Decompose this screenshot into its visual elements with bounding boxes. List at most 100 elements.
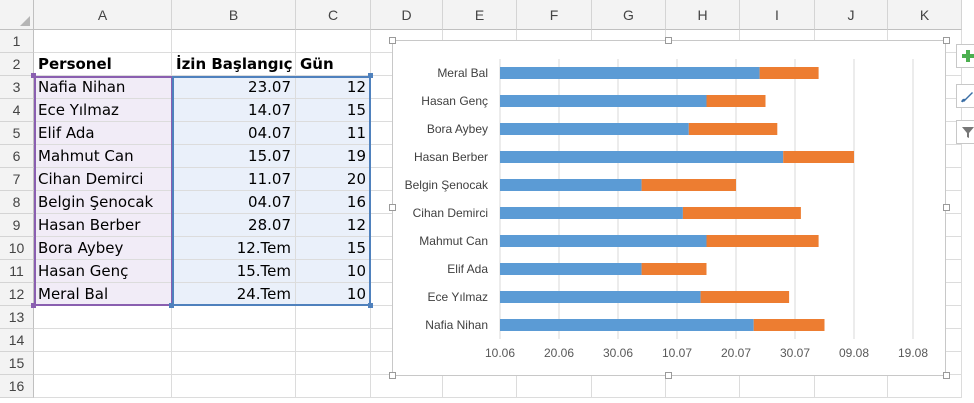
chart-resize-handle[interactable] (389, 372, 396, 379)
sheet-cell[interactable] (740, 375, 815, 398)
column-header-f[interactable]: F (517, 0, 592, 30)
table-cell-start[interactable]: 04.07 (172, 122, 296, 145)
header-cell-personel[interactable]: Personel (34, 53, 172, 76)
sheet-cell[interactable] (172, 352, 296, 375)
bar-start[interactable] (500, 123, 689, 135)
table-cell-start[interactable]: 28.07 (172, 214, 296, 237)
bar-start[interactable] (500, 319, 754, 331)
row-header-5[interactable]: 5 (0, 122, 34, 145)
table-cell-name[interactable]: Hasan Genç (34, 260, 172, 283)
table-cell-days[interactable]: 20 (296, 168, 371, 191)
sheet-cell[interactable] (296, 352, 371, 375)
table-cell-days[interactable]: 12 (296, 214, 371, 237)
sheet-cell[interactable] (34, 375, 172, 398)
row-header-8[interactable]: 8 (0, 191, 34, 214)
sheet-cell[interactable] (296, 375, 371, 398)
gantt-chart[interactable]: 10.06 20.06 30.06 10.07 20.07 30.07 09.08 19.08… (392, 40, 946, 376)
row-header-14[interactable]: 14 (0, 329, 34, 352)
row-header-6[interactable]: 6 (0, 145, 34, 168)
chart-resize-handle[interactable] (665, 37, 672, 44)
row-header-13[interactable]: 13 (0, 306, 34, 329)
sheet-cell[interactable] (172, 306, 296, 329)
sheet-cell[interactable] (443, 375, 517, 398)
sheet-cell[interactable] (34, 306, 172, 329)
range-handle[interactable] (368, 73, 373, 78)
table-cell-name[interactable]: Bora Aybey (34, 237, 172, 260)
column-header-e[interactable]: E (443, 0, 517, 30)
table-cell-start[interactable]: 15.Tem (172, 260, 296, 283)
column-header-d[interactable]: D (371, 0, 443, 30)
range-handle[interactable] (31, 73, 36, 78)
chart-filters-button[interactable] (956, 120, 974, 144)
table-cell-days[interactable]: 16 (296, 191, 371, 214)
range-handle[interactable] (31, 303, 36, 308)
sheet-cell[interactable] (34, 329, 172, 352)
table-cell-days[interactable]: 11 (296, 122, 371, 145)
chart-resize-handle[interactable] (943, 372, 950, 379)
table-cell-days[interactable]: 10 (296, 283, 371, 306)
sheet-cell[interactable] (666, 375, 740, 398)
table-cell-name[interactable]: Nafia Nihan (34, 76, 172, 99)
table-cell-start[interactable]: 14.07 (172, 99, 296, 122)
column-header-i[interactable]: I (740, 0, 815, 30)
table-cell-start[interactable]: 12.Tem (172, 237, 296, 260)
column-header-h[interactable]: H (666, 0, 740, 30)
sheet-cell[interactable] (517, 375, 592, 398)
row-header-9[interactable]: 9 (0, 214, 34, 237)
column-header-b[interactable]: B (172, 0, 296, 30)
header-cell-gun[interactable]: Gün (296, 53, 371, 76)
chart-styles-button[interactable] (956, 84, 974, 108)
bar-days[interactable] (759, 67, 819, 79)
sheet-cell[interactable] (815, 375, 888, 398)
sheet-cell[interactable] (34, 30, 172, 53)
sheet-cell[interactable] (172, 375, 296, 398)
sheet-cell[interactable] (296, 306, 371, 329)
chart-resize-handle[interactable] (665, 372, 672, 379)
sheet-cell[interactable] (296, 30, 371, 53)
select-all-corner[interactable] (0, 0, 34, 30)
table-cell-days[interactable]: 12 (296, 76, 371, 99)
row-header-16[interactable]: 16 (0, 375, 34, 398)
bar-days[interactable] (682, 207, 801, 219)
table-cell-name[interactable]: Mahmut Can (34, 145, 172, 168)
bar-days[interactable] (706, 95, 766, 107)
column-header-j[interactable]: J (815, 0, 888, 30)
sheet-cell[interactable] (172, 30, 296, 53)
column-header-g[interactable]: G (592, 0, 666, 30)
chart-elements-button[interactable] (956, 44, 974, 68)
table-cell-days[interactable]: 19 (296, 145, 371, 168)
bar-days[interactable] (641, 263, 707, 275)
sheet-cell[interactable] (296, 329, 371, 352)
bar-start[interactable] (500, 235, 707, 247)
table-cell-start[interactable]: 04.07 (172, 191, 296, 214)
range-handle[interactable] (368, 303, 373, 308)
bar-start[interactable] (500, 95, 707, 107)
bar-start[interactable] (500, 207, 683, 219)
range-handle[interactable] (169, 303, 174, 308)
row-header-15[interactable]: 15 (0, 352, 34, 375)
chart-resize-handle[interactable] (389, 204, 396, 211)
bar-start[interactable] (500, 179, 642, 191)
table-cell-name[interactable]: Cihan Demirci (34, 168, 172, 191)
bar-days[interactable] (783, 151, 854, 163)
sheet-cell[interactable] (172, 329, 296, 352)
table-cell-name[interactable]: Belgin Şenocak (34, 191, 172, 214)
table-cell-name[interactable]: Elif Ada (34, 122, 172, 145)
table-cell-days[interactable]: 15 (296, 237, 371, 260)
sheet-cell[interactable] (34, 352, 172, 375)
bar-days[interactable] (641, 179, 736, 191)
table-cell-start[interactable]: 23.07 (172, 76, 296, 99)
table-cell-name[interactable]: Hasan Berber (34, 214, 172, 237)
row-header-3[interactable]: 3 (0, 76, 34, 99)
chart-resize-handle[interactable] (943, 204, 950, 211)
row-header-11[interactable]: 11 (0, 260, 34, 283)
column-header-a[interactable]: A (34, 0, 172, 30)
bar-days[interactable] (700, 291, 790, 303)
table-cell-days[interactable]: 15 (296, 99, 371, 122)
row-header-1[interactable]: 1 (0, 30, 34, 53)
table-cell-start[interactable]: 15.07 (172, 145, 296, 168)
bar-start[interactable] (500, 263, 642, 275)
bar-days[interactable] (688, 123, 778, 135)
column-header-c[interactable]: C (296, 0, 371, 30)
row-header-2[interactable]: 2 (0, 53, 34, 76)
